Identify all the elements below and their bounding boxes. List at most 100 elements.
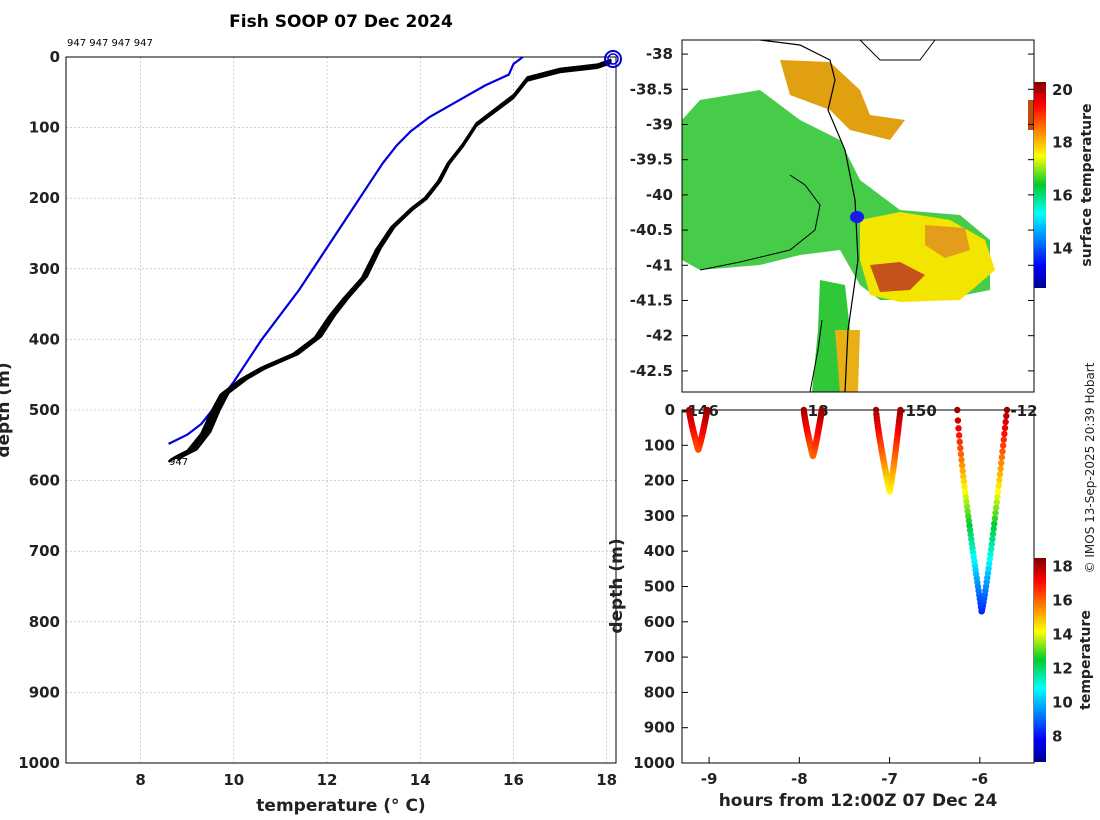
section-ytick-label: 200	[644, 472, 675, 490]
cast-point	[998, 459, 1005, 467]
cast-point	[964, 508, 971, 515]
section-ytick-label: 700	[644, 648, 675, 666]
ship-position-marker	[850, 211, 864, 223]
section-xtick-label: -6	[972, 770, 989, 788]
cast-point	[1002, 418, 1009, 426]
left-ytick-label: 600	[29, 472, 60, 490]
cast-point	[988, 541, 995, 548]
left-xlabel: temperature (° C)	[256, 796, 425, 816]
profile-label-bottom: 947	[169, 457, 188, 468]
map-xtick-label: -150	[899, 402, 937, 420]
cast-point	[986, 560, 993, 567]
profile-line-black-1	[169, 60, 612, 462]
map-ytick-label: -42.5	[630, 362, 673, 380]
cast-point	[954, 417, 962, 424]
cast-point	[958, 456, 965, 464]
cast-point	[994, 488, 1002, 495]
cast-point	[994, 493, 1001, 500]
left-ticks: 8 10 12 14 16 18 0 100 200 300 400 500 600 700 800 900 1…	[18, 48, 617, 789]
cast-0	[686, 406, 711, 453]
section-casts	[686, 406, 1011, 615]
sst-orange-south	[835, 330, 860, 392]
surface-marker-blue	[604, 50, 622, 68]
section-xtick-label: -9	[701, 770, 718, 788]
cast-point	[965, 513, 972, 520]
section-xtick-label: -7	[881, 770, 898, 788]
cast-point	[956, 438, 963, 446]
section-ytick-label: 1000	[633, 754, 675, 772]
sst-orange-east	[925, 225, 970, 258]
cast-point	[995, 482, 1002, 489]
cast-point	[989, 530, 997, 538]
map-ytick-label: -42	[646, 327, 673, 345]
map-content	[682, 40, 1034, 392]
sst-warm-patch	[870, 262, 925, 292]
left-xtick-label: 8	[135, 771, 145, 789]
left-xtick-label: 16	[503, 771, 524, 789]
cast-point	[955, 432, 963, 439]
temperature-colorbar-tick: 8	[1052, 728, 1062, 746]
cast-point	[985, 565, 992, 572]
cast-point	[986, 555, 994, 563]
temperature-colorbar-tick: 12	[1052, 660, 1073, 678]
profile-line-black-3	[167, 61, 612, 463]
cast-point	[992, 509, 999, 517]
section-ytick-label: 600	[644, 613, 675, 631]
cast-point	[987, 550, 994, 558]
sst-edge-patch	[1028, 100, 1034, 130]
left-ytick-label: 700	[29, 542, 60, 560]
section-frame	[681, 409, 1035, 764]
left-ytick-label: 400	[29, 330, 60, 348]
cast-point	[990, 525, 997, 533]
profile-line-black-4	[177, 59, 612, 461]
sst-colorbar-tick: 18	[1052, 134, 1073, 152]
temperature-colorbar	[1034, 558, 1046, 762]
cast-point	[998, 454, 1006, 461]
section-ytick-label: 100	[644, 436, 675, 454]
left-ytick-label: 800	[29, 613, 60, 631]
coastline	[699, 40, 936, 392]
cast-point	[996, 476, 1003, 484]
cast-point	[818, 406, 826, 414]
cast-point	[1001, 430, 1008, 438]
cast-point	[960, 473, 967, 480]
left-xtick-label: 12	[317, 771, 338, 789]
profile-line-blue	[168, 56, 524, 445]
section-ytick-label: 0	[665, 401, 675, 419]
left-xtick-label: 10	[223, 771, 244, 789]
chart-title: Fish SOOP 07 Dec 2024	[229, 12, 453, 32]
temperature-colorbar-tick: 10	[1052, 694, 1073, 712]
cast-point	[959, 467, 966, 475]
cast-3	[954, 406, 1011, 615]
cast-point	[963, 498, 970, 506]
left-xtick-label: 18	[596, 771, 617, 789]
cast-point	[1000, 436, 1007, 443]
cast-point	[989, 535, 996, 543]
cast-point	[993, 499, 1001, 506]
map-ticks: -38 -38.5 -39 -39.5 -40 -40.5 -41 -41.5 -42 -42.5	[630, 45, 1034, 380]
map-ytick-label: -41.5	[630, 291, 673, 309]
left-ytick-label: 200	[29, 189, 60, 207]
section-ticks: 0 100 200 300 400 500 600 700 800 900 1000 -9 -8 -7 -6	[633, 401, 988, 788]
cast-point	[962, 488, 969, 496]
left-ytick-label: 900	[29, 683, 60, 701]
left-ytick-label: 300	[29, 260, 60, 278]
temperature-colorbar-tick: 16	[1052, 592, 1073, 610]
sst-colorbar-ticks: 14 16 18 20	[1052, 81, 1073, 257]
profile-line-black-2	[175, 58, 612, 460]
cast-point	[960, 478, 968, 485]
cast-point	[997, 465, 1004, 472]
cast-point	[957, 444, 964, 452]
cast-point	[999, 448, 1006, 455]
cast-point	[991, 520, 998, 527]
temperature-colorbar-label: temperature	[1078, 610, 1094, 710]
cast-point	[897, 406, 904, 414]
sst-colorbar	[1034, 82, 1046, 288]
map-ytick-label: -39	[646, 115, 673, 133]
left-xtick-label: 14	[410, 771, 431, 789]
sst-colorbar-tick: 14	[1052, 239, 1073, 257]
cast-point	[704, 406, 711, 414]
map-xtick-label: -12	[1010, 402, 1037, 420]
map-ytick-label: -38.5	[630, 80, 673, 98]
